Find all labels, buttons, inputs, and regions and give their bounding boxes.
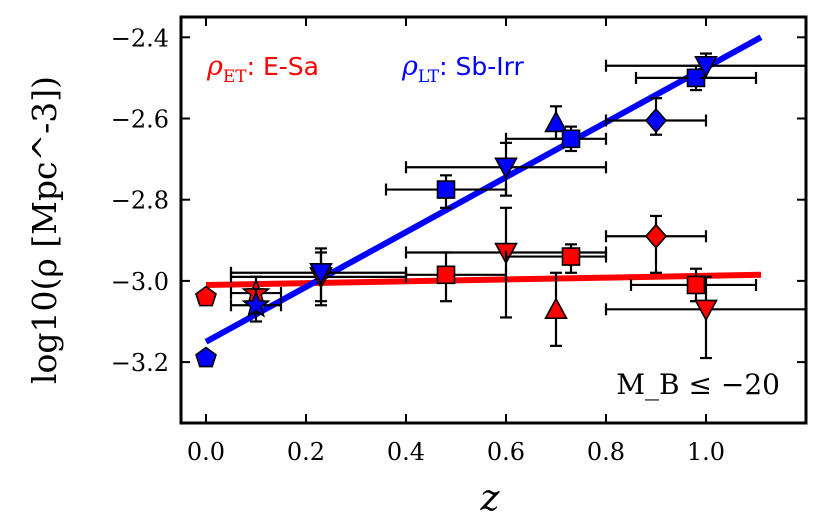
diamond-marker	[644, 107, 668, 134]
triangle-up-marker	[544, 297, 568, 320]
y-tick-label: −3.0	[111, 268, 169, 296]
data-point-early	[504, 243, 608, 274]
data-point-early	[195, 285, 217, 307]
x-tick-label: 0.4	[387, 438, 425, 466]
square-marker	[561, 247, 581, 266]
pentagon-marker	[195, 346, 217, 368]
triangle-down-marker	[694, 299, 718, 322]
data-points	[195, 52, 808, 368]
y-tick-label: −2.6	[111, 106, 169, 134]
data-point-late	[229, 251, 408, 303]
diamond-marker	[644, 223, 668, 249]
data-point-late	[229, 287, 283, 323]
data-point-early	[629, 267, 758, 303]
triangle-down-marker	[494, 157, 518, 180]
y-tick-label: −2.8	[111, 187, 169, 215]
y-tick-label: −2.4	[111, 24, 169, 52]
data-point-late	[195, 346, 217, 368]
x-tick-label: 0.8	[587, 438, 625, 466]
square-marker	[436, 180, 456, 199]
x-tick-label: 0.0	[187, 438, 225, 466]
x-tick-label: 0.2	[287, 438, 325, 466]
square-marker	[436, 265, 456, 285]
data-point-early	[604, 214, 708, 274]
square-marker	[561, 129, 581, 149]
triangle-down-marker	[694, 55, 718, 78]
y-axis-label: log10(ρ [Mpc^-3])	[25, 76, 64, 384]
fit-line-early	[205, 271, 762, 288]
triangle-down-marker	[309, 263, 333, 285]
data-point-late	[634, 64, 758, 92]
data-point-late	[604, 97, 708, 136]
pentagon-marker	[195, 285, 217, 307]
legend-early-type: ρET: E-Sa	[206, 51, 319, 87]
data-point-early	[544, 271, 568, 347]
data-point-late	[404, 141, 608, 197]
data-point-late	[504, 125, 608, 153]
axis-ticks: 0.0 0.2 0.4 0.6 0.8 1.0 −2.4 −2.6 −2.8 −3.0 −3.2	[111, 17, 806, 466]
square-marker	[686, 275, 706, 295]
legend-late-type: ρLT: Sb-Irr	[401, 51, 524, 87]
magnitude-annotation: M_B ≤ −20	[616, 368, 780, 401]
x-axis-label: z	[480, 478, 501, 519]
star-marker	[241, 289, 271, 318]
x-tick-label: 1.0	[687, 438, 725, 466]
plot-frame	[179, 15, 808, 425]
x-tick-label: 0.6	[487, 438, 525, 466]
y-tick-label: −3.2	[111, 349, 169, 377]
triangle-up-marker	[544, 110, 568, 133]
